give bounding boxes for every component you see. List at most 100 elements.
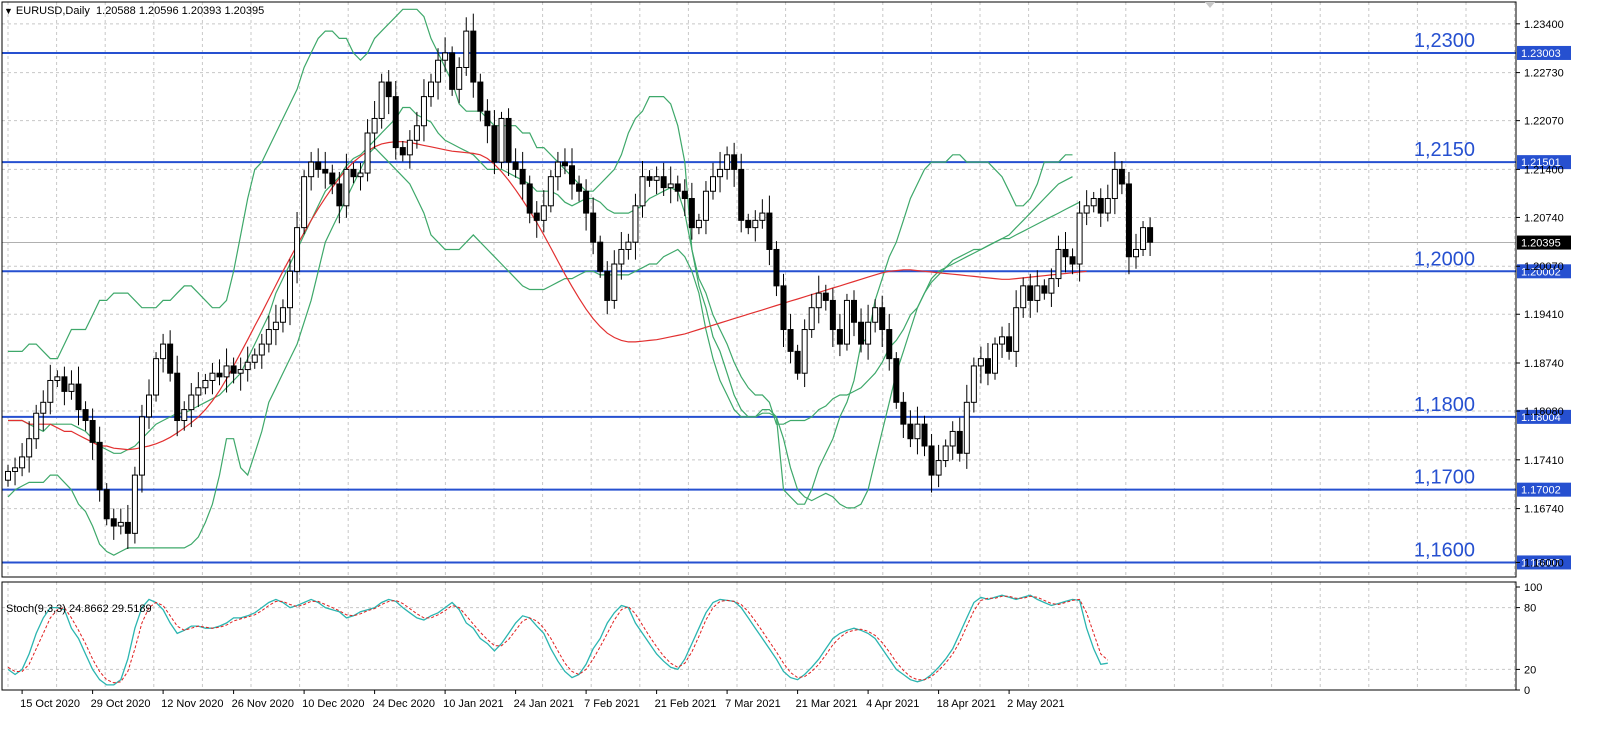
main-panel-frame bbox=[1, 1, 1517, 578]
candle-bull bbox=[1034, 285, 1041, 301]
x-tick-label: 7 Feb 2021 bbox=[584, 698, 640, 710]
candle-bear bbox=[1041, 285, 1048, 294]
candle-bull bbox=[265, 329, 272, 345]
candle-bull bbox=[378, 81, 385, 119]
candle-bear bbox=[322, 168, 329, 174]
candle-bear bbox=[561, 161, 568, 167]
candle-bear bbox=[167, 343, 174, 374]
x-tick-label: 24 Jan 2021 bbox=[514, 698, 575, 710]
candle-bull bbox=[195, 387, 202, 396]
stoch-y-tick-label: 20 bbox=[1524, 664, 1536, 676]
candle-bull bbox=[308, 161, 315, 178]
candle-bear bbox=[681, 190, 688, 200]
x-tick-label: 29 Oct 2020 bbox=[91, 698, 151, 710]
candle-bull bbox=[364, 132, 371, 174]
candle-bull bbox=[611, 263, 618, 301]
x-tick-label: 24 Dec 2020 bbox=[373, 698, 435, 710]
candle-bear bbox=[315, 161, 322, 170]
candle-bull bbox=[935, 460, 942, 476]
candle-bear bbox=[385, 81, 392, 98]
candle-bear bbox=[399, 147, 406, 156]
candle-bear bbox=[893, 358, 900, 403]
candle-bull bbox=[865, 321, 872, 345]
candle-bear bbox=[61, 376, 68, 392]
level-label: 1,1700 bbox=[1414, 467, 1475, 489]
x-tick-label: 15 Oct 2020 bbox=[20, 698, 80, 710]
candle-bear bbox=[928, 445, 935, 476]
stoch-header: Stoch(9,3,3) 24.8662 29.5189 bbox=[6, 603, 152, 615]
time-axis[interactable]: 15 Oct 2020 29 Oct 2020 12 Nov 2020 26 Nov … bbox=[20, 690, 1065, 710]
candle-bull bbox=[146, 394, 152, 418]
candle-bull bbox=[54, 376, 61, 381]
x-tick-label: 10 Jan 2021 bbox=[443, 698, 504, 710]
candle-bear bbox=[583, 190, 590, 214]
candle-bear bbox=[688, 198, 695, 229]
candle-bear bbox=[738, 168, 745, 221]
candle-bear bbox=[505, 117, 512, 163]
candle-bear bbox=[1069, 256, 1076, 265]
candle-bull bbox=[202, 379, 209, 389]
y-tick-label: 1.20740 bbox=[1524, 212, 1564, 224]
level-tag-label: 1.21501 bbox=[1521, 157, 1561, 169]
candle-bear bbox=[660, 176, 667, 189]
candle-bear bbox=[745, 219, 752, 229]
collapse-triangle-icon[interactable]: ▼ bbox=[4, 6, 13, 16]
candle-bull bbox=[963, 401, 970, 454]
candle-bear bbox=[569, 165, 575, 185]
x-tick-label: 10 Dec 2020 bbox=[302, 698, 364, 710]
candle-bear bbox=[1097, 198, 1104, 214]
y-tick-label: 1.18080 bbox=[1524, 406, 1564, 418]
candle-bear bbox=[174, 372, 181, 422]
candle-bull bbox=[209, 372, 216, 381]
candle-bear bbox=[124, 521, 131, 534]
candle-bull bbox=[717, 168, 724, 178]
candle-bull bbox=[1111, 168, 1118, 200]
level-tag-label: 1.18004 bbox=[1521, 412, 1561, 424]
candle-bear bbox=[1062, 248, 1069, 258]
candle-bull bbox=[759, 212, 766, 221]
candle-bear bbox=[858, 321, 865, 345]
candle-bull bbox=[653, 176, 660, 181]
x-tick-label: 21 Feb 2021 bbox=[655, 698, 717, 710]
candle-bull bbox=[872, 307, 879, 323]
level-tag bbox=[1517, 482, 1571, 497]
level-tag-label: 1.17002 bbox=[1521, 485, 1561, 497]
candle-bull bbox=[1083, 205, 1090, 214]
candle-bear bbox=[766, 212, 773, 250]
candle-bull bbox=[625, 241, 632, 250]
stochastic-lines bbox=[7, 594, 1109, 686]
level-tag bbox=[1517, 555, 1571, 570]
candle-bear bbox=[597, 241, 604, 272]
candle-bull bbox=[1133, 248, 1139, 258]
y-tick-label: 1.19410 bbox=[1524, 309, 1564, 321]
candle-bull bbox=[949, 430, 956, 447]
y-tick-label: 1.23400 bbox=[1524, 19, 1564, 31]
stoch-main-line bbox=[7, 594, 1108, 686]
candle-bull bbox=[1140, 227, 1147, 250]
y-tick-label: 1.16740 bbox=[1524, 504, 1564, 516]
candle-bull bbox=[1013, 307, 1020, 352]
candle-bear bbox=[1027, 285, 1034, 301]
candle-bull bbox=[406, 139, 413, 156]
candle-bull bbox=[181, 409, 188, 422]
candle-bull bbox=[420, 96, 427, 127]
candle-bear bbox=[646, 176, 653, 181]
candle-bull bbox=[138, 416, 145, 476]
candle-bull bbox=[1048, 278, 1055, 294]
candle-bear bbox=[836, 329, 843, 345]
y-tick-label: 1.18740 bbox=[1524, 358, 1564, 370]
level-label: 1,2300 bbox=[1414, 30, 1475, 52]
candle-bull bbox=[131, 474, 138, 534]
candle-bear bbox=[829, 299, 836, 331]
candle-bear bbox=[794, 350, 801, 374]
candle-bear bbox=[1118, 168, 1125, 185]
panel-frames bbox=[1, 1, 1517, 691]
candle-bull bbox=[435, 59, 442, 83]
price-axis[interactable]: 1.16000 1.16740 1.17410 1.18080 1.18740 1.194… bbox=[1516, 19, 1571, 570]
candle-bull bbox=[992, 343, 998, 374]
candle-bear bbox=[449, 52, 456, 90]
stoch-values: 24.8662 29.5189 bbox=[68, 603, 152, 615]
bollinger-bands bbox=[7, 8, 1080, 556]
candle-bull bbox=[999, 336, 1006, 345]
